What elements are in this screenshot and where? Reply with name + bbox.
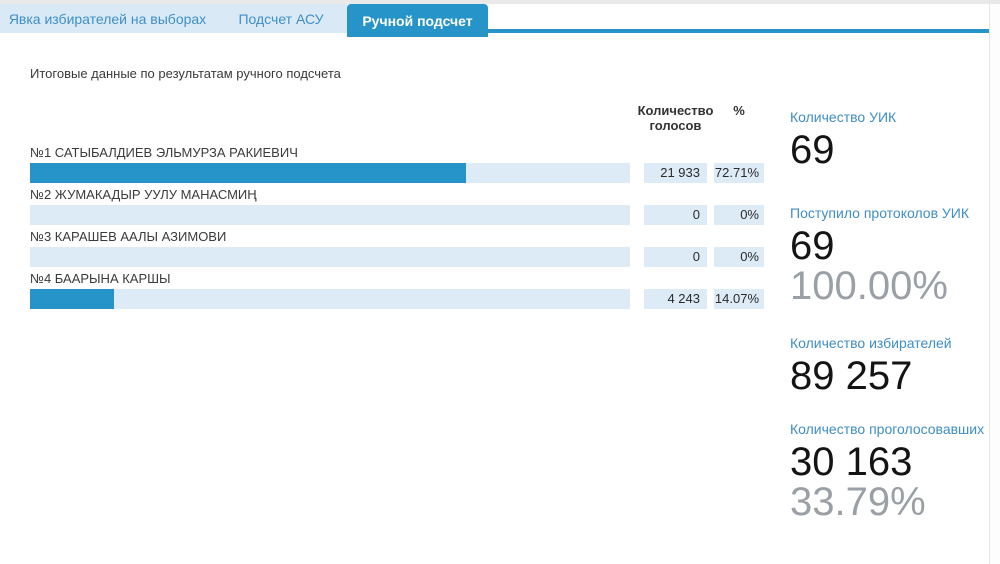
bar-fill <box>30 163 467 183</box>
percent-value: 0% <box>714 247 764 267</box>
percent-value: 0% <box>714 205 764 225</box>
votes-value: 0 <box>644 247 707 267</box>
candidate-row: №2 ЖУМАКАДЫР УУЛУ МАНАСМИҢ 0 0% <box>30 187 765 225</box>
top-strip <box>0 0 1000 4</box>
page-title: Итоговые данные по результатам ручного п… <box>30 66 341 81</box>
candidate-row: №4 БААРЫНА КАРШЫ 4 243 14.07% <box>30 271 765 309</box>
candidate-name: №3 КАРАШЕВ ААЛЫ АЗИМОВИ <box>30 229 227 244</box>
bar-track <box>30 289 630 309</box>
candidate-row: №1 САТЫБАЛДИЕВ ЭЛЬМУРЗА РАКИЕВИЧ 21 933 … <box>30 145 765 183</box>
scrollbar-corner <box>990 0 1000 4</box>
candidate-name: №2 ЖУМАКАДЫР УУЛУ МАНАСМИҢ <box>30 187 257 202</box>
bar-track <box>30 205 630 225</box>
stat-protocols-received: Поступило протоколов УИК 69 100.00% <box>790 204 990 306</box>
votes-column-header: Количество голосов <box>637 103 714 133</box>
chart-header-row: Количество голосов % <box>30 103 765 133</box>
stat-percent: 33.79% <box>790 480 926 524</box>
stat-uik-count: Количество УИК 69 <box>790 108 990 170</box>
percent-value: 72.71% <box>714 163 764 183</box>
stat-percent: 100.00% <box>790 264 948 308</box>
stat-label: Поступило протоколов УИК <box>790 205 970 221</box>
votes-value: 4 243 <box>644 289 707 309</box>
candidate-row: №3 КАРАШЕВ ААЛЫ АЗИМОВИ 0 0% <box>30 229 765 267</box>
stat-voters-count: Количество избирателей 89 257 <box>790 334 990 396</box>
stat-voted-count: Количество проголосовавших 30 163 33.79% <box>790 420 990 522</box>
stat-label: Количество УИК <box>790 109 897 125</box>
results-chart: Количество голосов % №1 САТЫБАЛДИЕВ ЭЛЬМ… <box>30 103 765 313</box>
tab-bar: Явка избирателей на выборах Подсчет АСУ … <box>0 4 989 37</box>
stat-label: Количество проголосовавших <box>790 421 985 437</box>
candidate-name: №4 БААРЫНА КАРШЫ <box>30 271 171 286</box>
stat-value: 69 <box>790 128 835 172</box>
percent-column-header: % <box>733 103 745 118</box>
votes-value: 21 933 <box>644 163 707 183</box>
candidate-name: №1 САТЫБАЛДИЕВ ЭЛЬМУРЗА РАКИЕВИЧ <box>30 145 298 160</box>
vertical-scrollbar[interactable] <box>989 0 1000 564</box>
stat-value: 69 <box>790 224 835 268</box>
percent-value: 14.07% <box>714 289 764 309</box>
summary-panel: Количество УИК 69 Поступило протоколов У… <box>790 108 990 522</box>
stat-label: Количество избирателей <box>790 335 952 351</box>
stat-value: 89 257 <box>790 354 913 398</box>
tab-asu-count[interactable]: Подсчет АСУ <box>215 4 347 33</box>
votes-value: 0 <box>644 205 707 225</box>
bar-track <box>30 163 630 183</box>
bar-fill <box>30 289 115 309</box>
bar-track <box>30 247 630 267</box>
tab-manual-count[interactable]: Ручной подсчет <box>347 4 488 37</box>
tab-voter-turnout[interactable]: Явка избирателей на выборах <box>0 4 215 33</box>
stat-value: 30 163 <box>790 440 913 484</box>
